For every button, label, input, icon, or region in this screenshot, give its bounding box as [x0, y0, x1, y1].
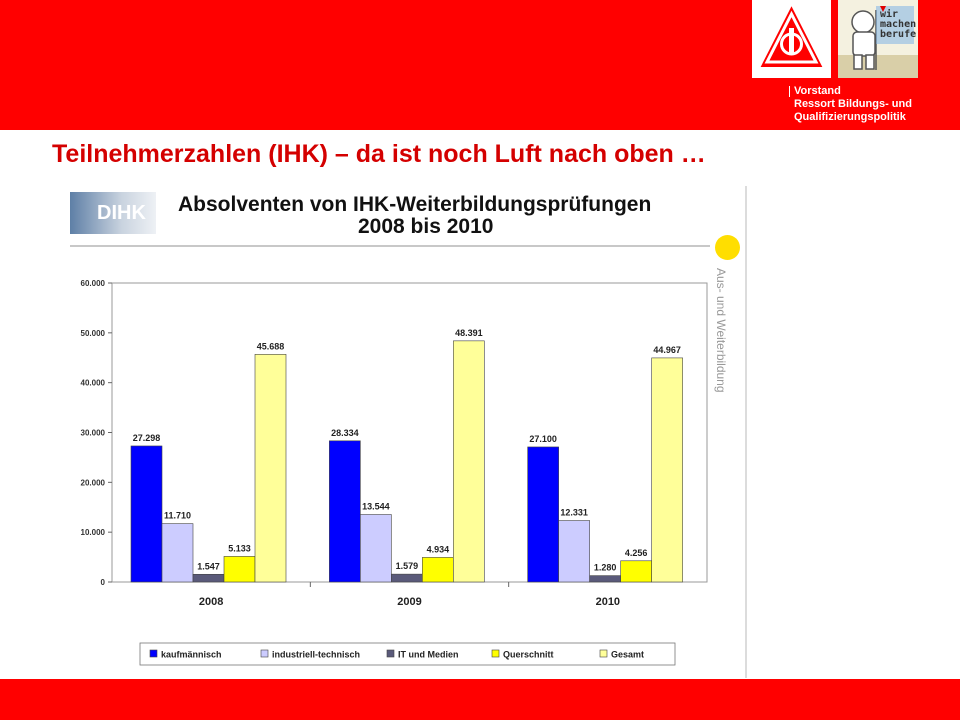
- heading-rule: [70, 245, 710, 247]
- x-tick-label: 2008: [199, 596, 223, 608]
- bar: [620, 560, 652, 583]
- legend-swatch: [599, 649, 608, 658]
- legend-swatch: [386, 649, 395, 658]
- data-label: 45.688: [257, 341, 285, 351]
- bar: [192, 573, 225, 583]
- data-label: 48.391: [455, 328, 483, 338]
- y-tick-label: 0: [101, 578, 106, 587]
- plot-area: [111, 282, 708, 583]
- bar: [527, 446, 559, 583]
- data-label: 11.710: [164, 511, 191, 521]
- x-tick-label: 2010: [596, 596, 620, 608]
- y-tick-label: 50.000: [81, 329, 106, 338]
- bar: [589, 575, 621, 583]
- y-tick-label: 20.000: [81, 478, 106, 487]
- data-label: 1.547: [197, 561, 220, 571]
- data-label: 28.334: [331, 428, 359, 438]
- campaign-logo-text: wir machen berufe: [880, 9, 917, 40]
- legend-label: industriell-technisch: [272, 650, 360, 660]
- yellow-dot: [715, 235, 740, 260]
- chart-subtitle: 2008 bis 2010: [358, 215, 494, 238]
- data-label: 1.280: [594, 563, 617, 573]
- bar: [254, 354, 287, 583]
- legend-label: Querschnitt: [503, 650, 554, 660]
- y-tick-label: 10.000: [81, 528, 106, 537]
- bar: [329, 440, 361, 583]
- footer-bar: [0, 679, 960, 720]
- legend-label: kaufmännisch: [161, 650, 222, 660]
- legend-label: IT und Medien: [398, 650, 459, 660]
- bar: [651, 357, 683, 583]
- legend-swatch: [260, 649, 269, 658]
- org-separator: [789, 86, 790, 97]
- bar-chart: 0 10.000 20.000 30.000 40.000 50.000 60.000 200…: [81, 279, 708, 666]
- data-label: 1.579: [396, 561, 419, 571]
- bar: [391, 573, 423, 583]
- data-label: 12.331: [560, 508, 588, 518]
- campaign-logo: wir machen berufe: [838, 0, 918, 78]
- dihk-logo: DIHK: [70, 192, 156, 234]
- bar: [453, 340, 485, 583]
- org-line-qualifizierung: Qualifizierungspolitik: [794, 111, 906, 123]
- data-label: 27.100: [529, 434, 557, 444]
- y-tick-label: 30.000: [81, 429, 106, 438]
- data-label: 44.967: [653, 345, 681, 355]
- data-label: 27.298: [133, 433, 161, 443]
- data-label: 4.934: [427, 544, 450, 554]
- data-label: 13.544: [362, 502, 390, 512]
- x-tick-label: 2009: [397, 596, 421, 608]
- bar: [130, 445, 163, 583]
- igmetall-logo: [752, 0, 831, 78]
- org-info: Vorstand Ressort Bildungs- und Qualifizi…: [789, 85, 912, 124]
- data-label: 4.256: [625, 548, 648, 558]
- legend-label: Gesamt: [611, 650, 644, 660]
- chart-title: Absolventen von IHK-Weiterbildungsprüfun…: [178, 193, 652, 216]
- y-tick-label: 40.000: [81, 379, 106, 388]
- bar: [558, 520, 590, 583]
- y-tick-label: 60.000: [81, 279, 106, 288]
- bar: [422, 557, 454, 583]
- page-title: Teilnehmerzahlen (IHK) – da ist noch Luf…: [52, 140, 706, 168]
- dihk-logo-text: DIHK: [97, 202, 146, 224]
- chart-heading: Absolventen von IHK-Weiterbildungsprüfun…: [178, 194, 698, 238]
- igmetall-logo-icon: [757, 1, 826, 69]
- astronaut-icon: [838, 6, 918, 78]
- legend-swatch: [149, 649, 158, 658]
- legend-swatch: [491, 649, 500, 658]
- bar: [223, 556, 256, 583]
- legend-box: [139, 642, 676, 666]
- bar: [161, 523, 194, 583]
- bar: [360, 514, 392, 583]
- data-label: 5.133: [228, 543, 251, 553]
- org-line-vorstand: Vorstand: [794, 85, 841, 97]
- org-line-ressort: Ressort Bildungs- und: [794, 98, 912, 110]
